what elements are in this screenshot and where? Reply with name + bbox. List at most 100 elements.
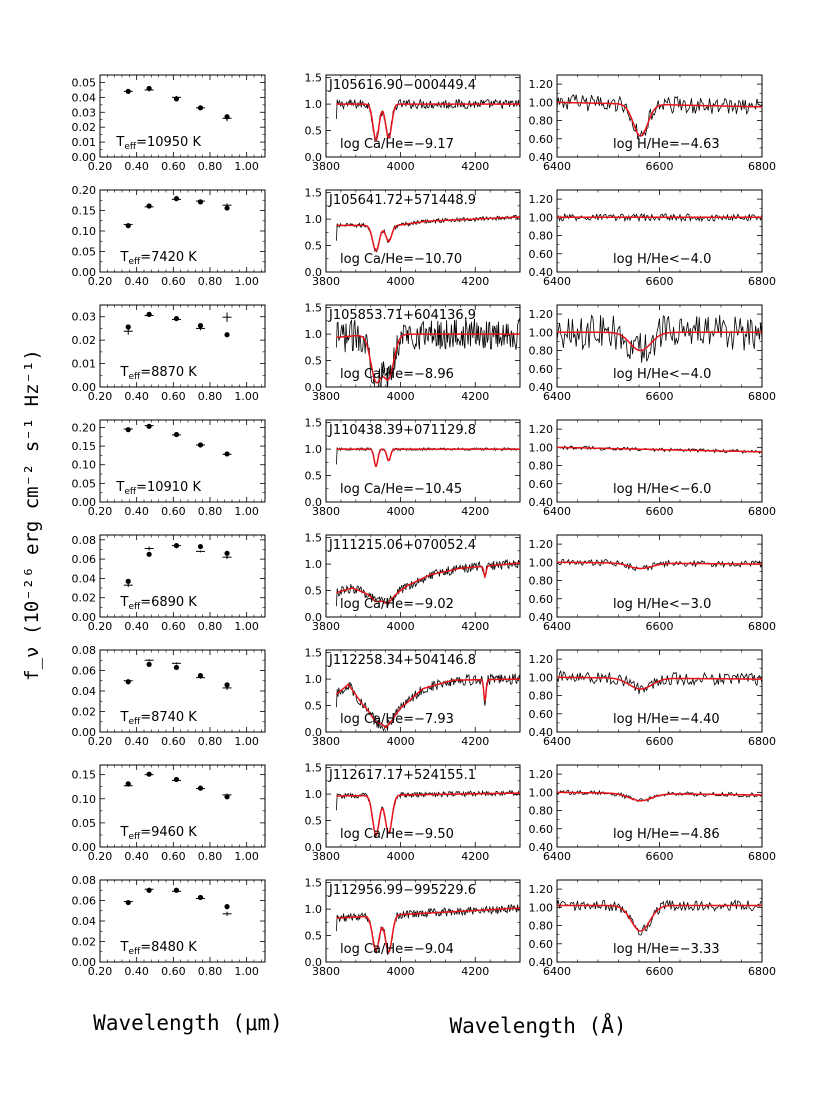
x-tick-label: 6400 <box>543 965 571 978</box>
x-tick-label: 0.60 <box>161 275 186 288</box>
h-abundance-label: log H/He=−4.40 <box>613 712 720 727</box>
y-tick-label: 0.5 <box>305 930 323 943</box>
y-tick-label: 1.5 <box>305 532 323 545</box>
y-tick-label: 0.04 <box>72 572 97 585</box>
panel-frame <box>556 304 763 388</box>
object-name: J112617.17+524155.1 <box>328 768 476 783</box>
x-tick-label: 4000 <box>387 620 415 633</box>
photometry-point <box>173 196 180 202</box>
y-tick-label: 0.0 <box>305 611 323 624</box>
y-tick-label: 0.00 <box>72 381 97 394</box>
y-tick-label: 1.20 <box>529 768 554 781</box>
x-tick-label: 6400 <box>543 275 571 288</box>
y-tick-label: 1.5 <box>305 187 323 200</box>
y-tick-label: 0.00 <box>72 151 97 164</box>
teff-label: Teff=8740 K <box>119 710 197 727</box>
ca-panel-3: 0.0 0.5 1.0 1.5 3800 4000 4200 J110438.39+07112… <box>305 417 521 518</box>
model-spectrum <box>336 333 520 384</box>
x-tick-label: 0.60 <box>161 160 186 173</box>
x-tick-label: 0.40 <box>124 620 149 633</box>
panel-frame <box>325 649 521 733</box>
photometry-point <box>125 679 131 685</box>
h-panel-5: 0.40 0.60 0.80 1.00 1.20 6400 6600 6800 log H/He… <box>529 649 776 748</box>
y-tick-label: 0.15 <box>72 440 97 453</box>
x-tick-label: 0.60 <box>161 620 186 633</box>
model-spectrum <box>336 103 520 141</box>
x-tick-label: 3800 <box>312 160 340 173</box>
photometry-point <box>224 205 230 211</box>
y-tick-label: 1.20 <box>529 193 554 206</box>
x-tick-label: 4200 <box>461 965 489 978</box>
y-tick-label: 0.40 <box>529 841 554 854</box>
y-tick-label: 0.80 <box>529 460 554 473</box>
panel-frame <box>325 879 521 963</box>
y-tick-label: 0.01 <box>72 136 97 149</box>
y-tick-label: 0.0 <box>305 956 323 969</box>
x-tick-label: 0.80 <box>198 505 223 518</box>
x-tick-label: 4200 <box>461 850 489 863</box>
y-tick-label: 0.02 <box>72 121 97 134</box>
model-spectrum <box>336 792 520 836</box>
h-panel-2: 0.40 0.60 0.80 1.00 1.20 6400 6600 6800 log H/He… <box>529 304 776 403</box>
x-tick-label: 0.60 <box>161 965 186 978</box>
teff-label: Teff=8480 K <box>119 940 197 957</box>
teff-label: Teff=7420 K <box>119 250 197 267</box>
photometry-point <box>146 551 152 557</box>
y-tick-label: 1.00 <box>529 326 554 339</box>
y-tick-label: 0.08 <box>72 644 97 657</box>
panel-frame <box>325 304 521 388</box>
x-tick-label: 0.20 <box>88 965 113 978</box>
h-abundance-label: log H/He=−4.86 <box>613 827 720 842</box>
x-tick-label: 6400 <box>543 850 571 863</box>
y-tick-label: 0.5 <box>305 585 323 598</box>
ca-abundance-label: log Ca/He=−9.02 <box>340 597 454 612</box>
y-tick-label: 0.60 <box>529 938 554 951</box>
x-tick-label: 4200 <box>461 390 489 403</box>
y-tick-label: 0.15 <box>72 205 97 218</box>
sed-panel-4: 0.00 0.02 0.04 0.06 0.08 0.20 0.40 0.60 0.80 1.00… <box>72 534 266 633</box>
x-tick-label: 0.20 <box>88 275 113 288</box>
h-panel-7: 0.40 0.60 0.80 1.00 1.20 6400 6600 6800 log H/He… <box>529 879 776 978</box>
h-abundance-label: log H/He=−4.63 <box>613 137 720 152</box>
panel-frame <box>325 764 521 848</box>
y-tick-label: 0.04 <box>72 915 97 928</box>
y-tick-label: 0.05 <box>72 477 97 490</box>
observed-spectrum <box>336 98 520 142</box>
x-tick-label: 4000 <box>387 965 415 978</box>
y-tick-label: 0.15 <box>72 769 97 782</box>
y-tick-label: 1.00 <box>529 441 554 454</box>
photometry-point <box>197 442 204 448</box>
y-tick-label: 0.40 <box>529 726 554 739</box>
y-tick-label: 0.80 <box>529 690 554 703</box>
photometry-point <box>125 781 131 787</box>
panel-frame <box>99 764 266 848</box>
photometry-point <box>146 85 152 92</box>
panel-frame <box>325 189 521 273</box>
model-spectrum <box>336 907 520 953</box>
x-tick-label: 0.20 <box>88 390 113 403</box>
y-tick-label: 1.20 <box>529 538 554 551</box>
x-axis-label-right: Wavelength (Å) <box>449 1012 626 1038</box>
y-tick-label: 0.80 <box>529 230 554 243</box>
y-tick-label: 1.00 <box>529 786 554 799</box>
y-tick-label: 1.20 <box>529 653 554 666</box>
x-tick-label: 4000 <box>387 850 415 863</box>
x-tick-label: 0.80 <box>198 735 223 748</box>
model-spectrum <box>557 101 762 137</box>
photometry-point <box>173 664 180 671</box>
y-tick-label: 1.0 <box>305 558 323 571</box>
y-tick-label: 0.02 <box>72 936 97 949</box>
panel-frame <box>325 74 521 158</box>
h-panel-0: 0.40 0.60 0.80 1.00 1.20 6400 6600 6800 log H/He… <box>529 74 776 173</box>
x-tick-label: 4000 <box>387 275 415 288</box>
sed-panel-2: 0.00 0.01 0.02 0.03 0.20 0.40 0.60 0.80 1.00 Teff… <box>72 304 266 403</box>
object-name: J112258.34+504146.8 <box>328 653 476 668</box>
y-tick-label: 1.00 <box>529 211 554 224</box>
x-tick-label: 4200 <box>461 620 489 633</box>
panel-frame <box>99 419 266 503</box>
y-tick-label: 1.5 <box>305 72 323 85</box>
x-tick-label: 0.20 <box>88 735 113 748</box>
object-name: J111215.06+070052.4 <box>328 538 476 553</box>
x-tick-label: 0.20 <box>88 160 113 173</box>
y-tick-label: 1.5 <box>305 762 323 775</box>
